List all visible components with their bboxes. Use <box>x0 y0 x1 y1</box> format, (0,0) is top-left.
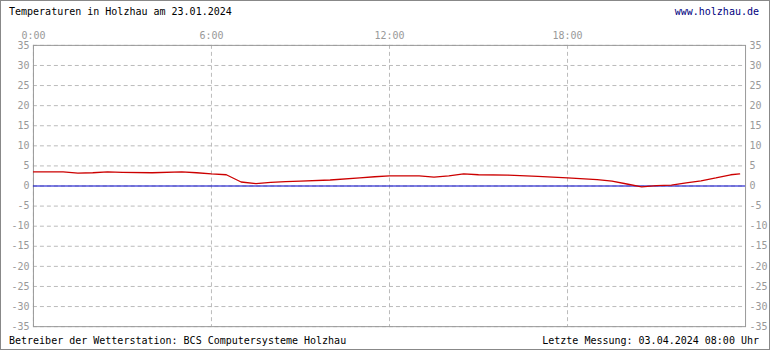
svg-text:-35: -35 <box>750 321 768 332</box>
svg-text:35: 35 <box>17 40 29 51</box>
svg-text:15: 15 <box>17 120 29 131</box>
svg-text:0: 0 <box>23 180 29 191</box>
svg-text:35: 35 <box>750 40 762 51</box>
svg-text:-10: -10 <box>750 220 768 231</box>
svg-text:20: 20 <box>17 100 29 111</box>
svg-text:6:00: 6:00 <box>199 30 223 41</box>
svg-text:0:00: 0:00 <box>21 30 46 42</box>
svg-text:12:00: 12:00 <box>374 30 404 41</box>
svg-text:10: 10 <box>750 140 762 151</box>
svg-text:30: 30 <box>17 60 29 71</box>
svg-text:-10: -10 <box>11 220 29 231</box>
svg-text:25: 25 <box>750 80 762 91</box>
svg-text:-15: -15 <box>11 240 29 251</box>
svg-text:30: 30 <box>750 60 762 71</box>
svg-text:5: 5 <box>23 160 29 171</box>
svg-text:-30: -30 <box>11 301 29 312</box>
svg-text:20: 20 <box>750 100 762 111</box>
svg-text:0: 0 <box>750 180 756 191</box>
svg-text:-5: -5 <box>750 200 762 211</box>
svg-text:-35: -35 <box>11 321 29 332</box>
svg-text:5: 5 <box>750 160 756 171</box>
svg-text:15: 15 <box>750 120 762 131</box>
svg-text:-15: -15 <box>750 240 768 251</box>
html-text:Temperaturen in Holzhau am 23.: Temperaturen in Holzhau am 23.01.2024 <box>9 6 232 17</box>
svg-text:-20: -20 <box>11 261 29 272</box>
html-text:www.holzhau.de: www.holzhau.de <box>674 6 759 17</box>
svg-text:10: 10 <box>17 140 29 151</box>
svg-text:25: 25 <box>17 80 29 91</box>
svg-text:-30: -30 <box>750 301 768 312</box>
svg-text:18:00: 18:00 <box>553 30 583 41</box>
svg-text:-25: -25 <box>750 281 768 292</box>
html-text:Betreiber der Wetterstation: B: Betreiber der Wetterstation: BCS Compute… <box>9 335 347 346</box>
html-text:Letzte Messung: 03.04.2024 08:: Letzte Messung: 03.04.2024 08:00 Uhr <box>542 335 759 346</box>
svg-text:-20: -20 <box>750 261 768 272</box>
svg-text:-5: -5 <box>17 200 29 211</box>
svg-text:-25: -25 <box>11 281 29 292</box>
